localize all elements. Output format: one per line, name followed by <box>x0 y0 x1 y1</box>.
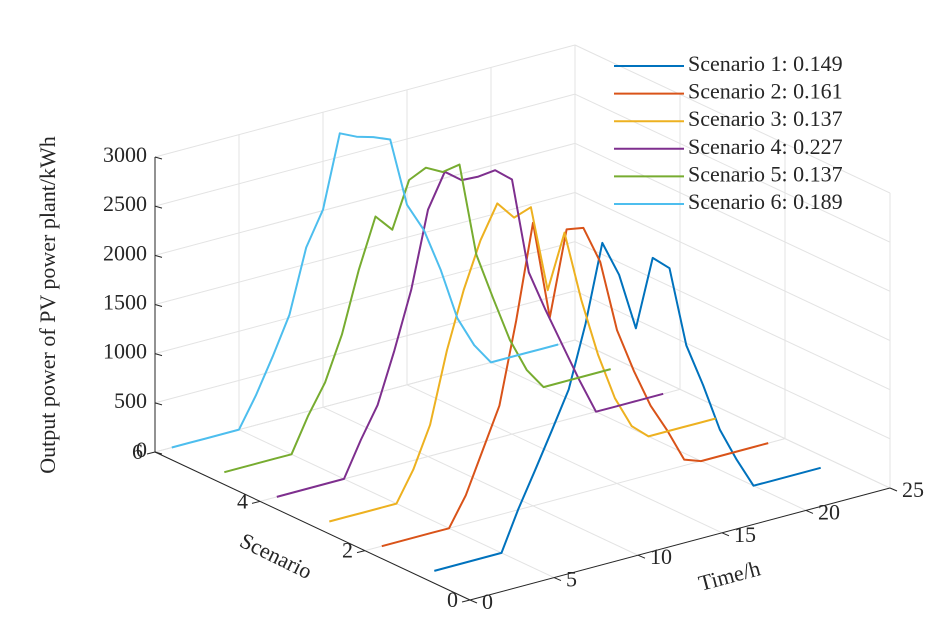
y-axis <box>154 451 471 601</box>
y-tick-label: 4 <box>237 488 248 513</box>
legend-label: Scenario 4: 0.227 <box>688 134 843 159</box>
y-tick <box>146 451 156 455</box>
grid-line <box>406 384 723 534</box>
legend-label: Scenario 1: 0.149 <box>688 51 843 76</box>
grid-line <box>154 44 576 158</box>
z-tick-label: 1500 <box>103 290 147 315</box>
z-tick-label: 3000 <box>103 142 147 167</box>
grid-line <box>574 339 891 489</box>
legend-label: Scenario 6: 0.189 <box>688 189 843 214</box>
y-tick-label: 2 <box>342 538 353 563</box>
grid-line <box>574 290 891 440</box>
series-line <box>434 241 821 572</box>
grid-line <box>574 241 891 391</box>
z-tick <box>154 156 163 160</box>
legend-label: Scenario 3: 0.137 <box>688 106 843 131</box>
z-tick <box>154 402 163 406</box>
x-axis <box>469 487 891 601</box>
z-axis-title: Output power of PV power plant/kWh <box>35 136 60 474</box>
y-tick <box>251 500 261 504</box>
y-tick <box>356 550 366 554</box>
x-tick-label: 5 <box>566 567 577 592</box>
z-tick-label: 2000 <box>103 240 147 265</box>
z-tick <box>154 254 163 258</box>
grid-line <box>574 142 891 292</box>
x-tick <box>805 509 814 514</box>
y-tick <box>461 599 471 603</box>
x-tick <box>721 532 730 537</box>
grid-line <box>154 241 576 355</box>
series-line <box>329 202 716 523</box>
z-tick <box>154 353 163 357</box>
series-line <box>276 169 664 498</box>
x-tick-label: 20 <box>818 499 840 524</box>
x-tick <box>889 487 898 492</box>
series-line <box>224 163 611 474</box>
z-tick-label: 500 <box>114 388 147 413</box>
z-tick <box>154 451 163 455</box>
grid-line <box>322 406 639 556</box>
grid-line <box>574 44 891 194</box>
z-tick-label: 0 <box>136 437 147 462</box>
y-tick-label: 0 <box>447 587 458 612</box>
grid-line <box>154 290 576 404</box>
z-tick <box>154 304 163 307</box>
series-line <box>171 132 559 449</box>
z-tick <box>154 205 163 209</box>
z-tick-label: 2500 <box>103 191 147 216</box>
grid-line <box>154 142 576 256</box>
series-line <box>381 221 769 548</box>
legend-label: Scenario 2: 0.161 <box>688 79 843 104</box>
z-tick-label: 1000 <box>103 339 147 364</box>
x-tick-label: 15 <box>734 522 756 547</box>
grid-line <box>574 93 891 243</box>
grid-line <box>154 93 576 207</box>
x-tick <box>637 554 646 559</box>
x-tick <box>553 577 562 582</box>
x-tick-label: 10 <box>650 544 672 569</box>
legend-label: Scenario 5: 0.137 <box>688 161 843 186</box>
y-tick-label: 6 <box>132 439 143 464</box>
grid-line <box>574 192 891 341</box>
lines-layer <box>171 132 821 572</box>
x-tick-label: 25 <box>902 477 924 502</box>
x-tick <box>469 599 478 604</box>
x-tick-label: 0 <box>482 589 493 614</box>
